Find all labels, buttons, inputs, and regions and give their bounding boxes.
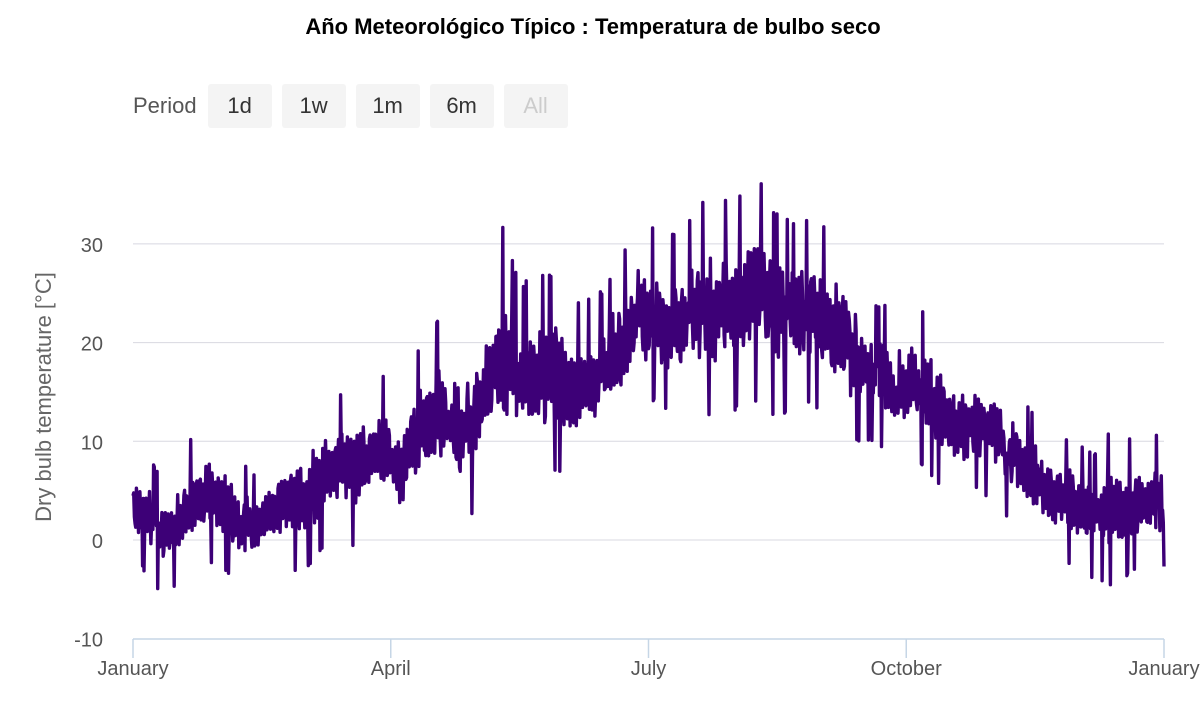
period-label: Period — [133, 93, 197, 118]
series-group — [131, 182, 1166, 591]
x-tick-label: January — [1128, 658, 1199, 680]
x-tick-label: October — [871, 658, 942, 680]
x-tick-label: April — [371, 658, 411, 680]
chart-title: Año Meteorológico Típico : Temperatura d… — [305, 14, 881, 39]
period-button-6m[interactable]: 6m — [429, 84, 494, 128]
x-tick-label: July — [631, 658, 667, 680]
period-button-1d[interactable]: 1d — [207, 84, 272, 128]
y-tick-label: 10 — [81, 432, 103, 454]
y-tick-label: 20 — [81, 334, 103, 356]
y-tick-label: 0 — [92, 531, 103, 553]
range-selector: Period 1d 1w 1m 6m All — [133, 84, 578, 128]
x-axis: January April July October January — [97, 638, 1200, 680]
series-line-dry-bulb-temperature[interactable] — [131, 182, 1166, 591]
period-button-1m[interactable]: 1m — [355, 84, 420, 128]
y-tick-label: -10 — [74, 630, 103, 652]
period-button-1w[interactable]: 1w — [281, 84, 346, 128]
y-axis-label: Dry bulb temperature [°C] — [31, 272, 56, 522]
period-button-all: All — [503, 84, 568, 128]
x-tick-label: January — [97, 658, 168, 680]
y-tick-label: 30 — [81, 235, 103, 257]
y-axis: Dry bulb temperature [°C] -10 0 10 20 30 — [31, 235, 103, 652]
